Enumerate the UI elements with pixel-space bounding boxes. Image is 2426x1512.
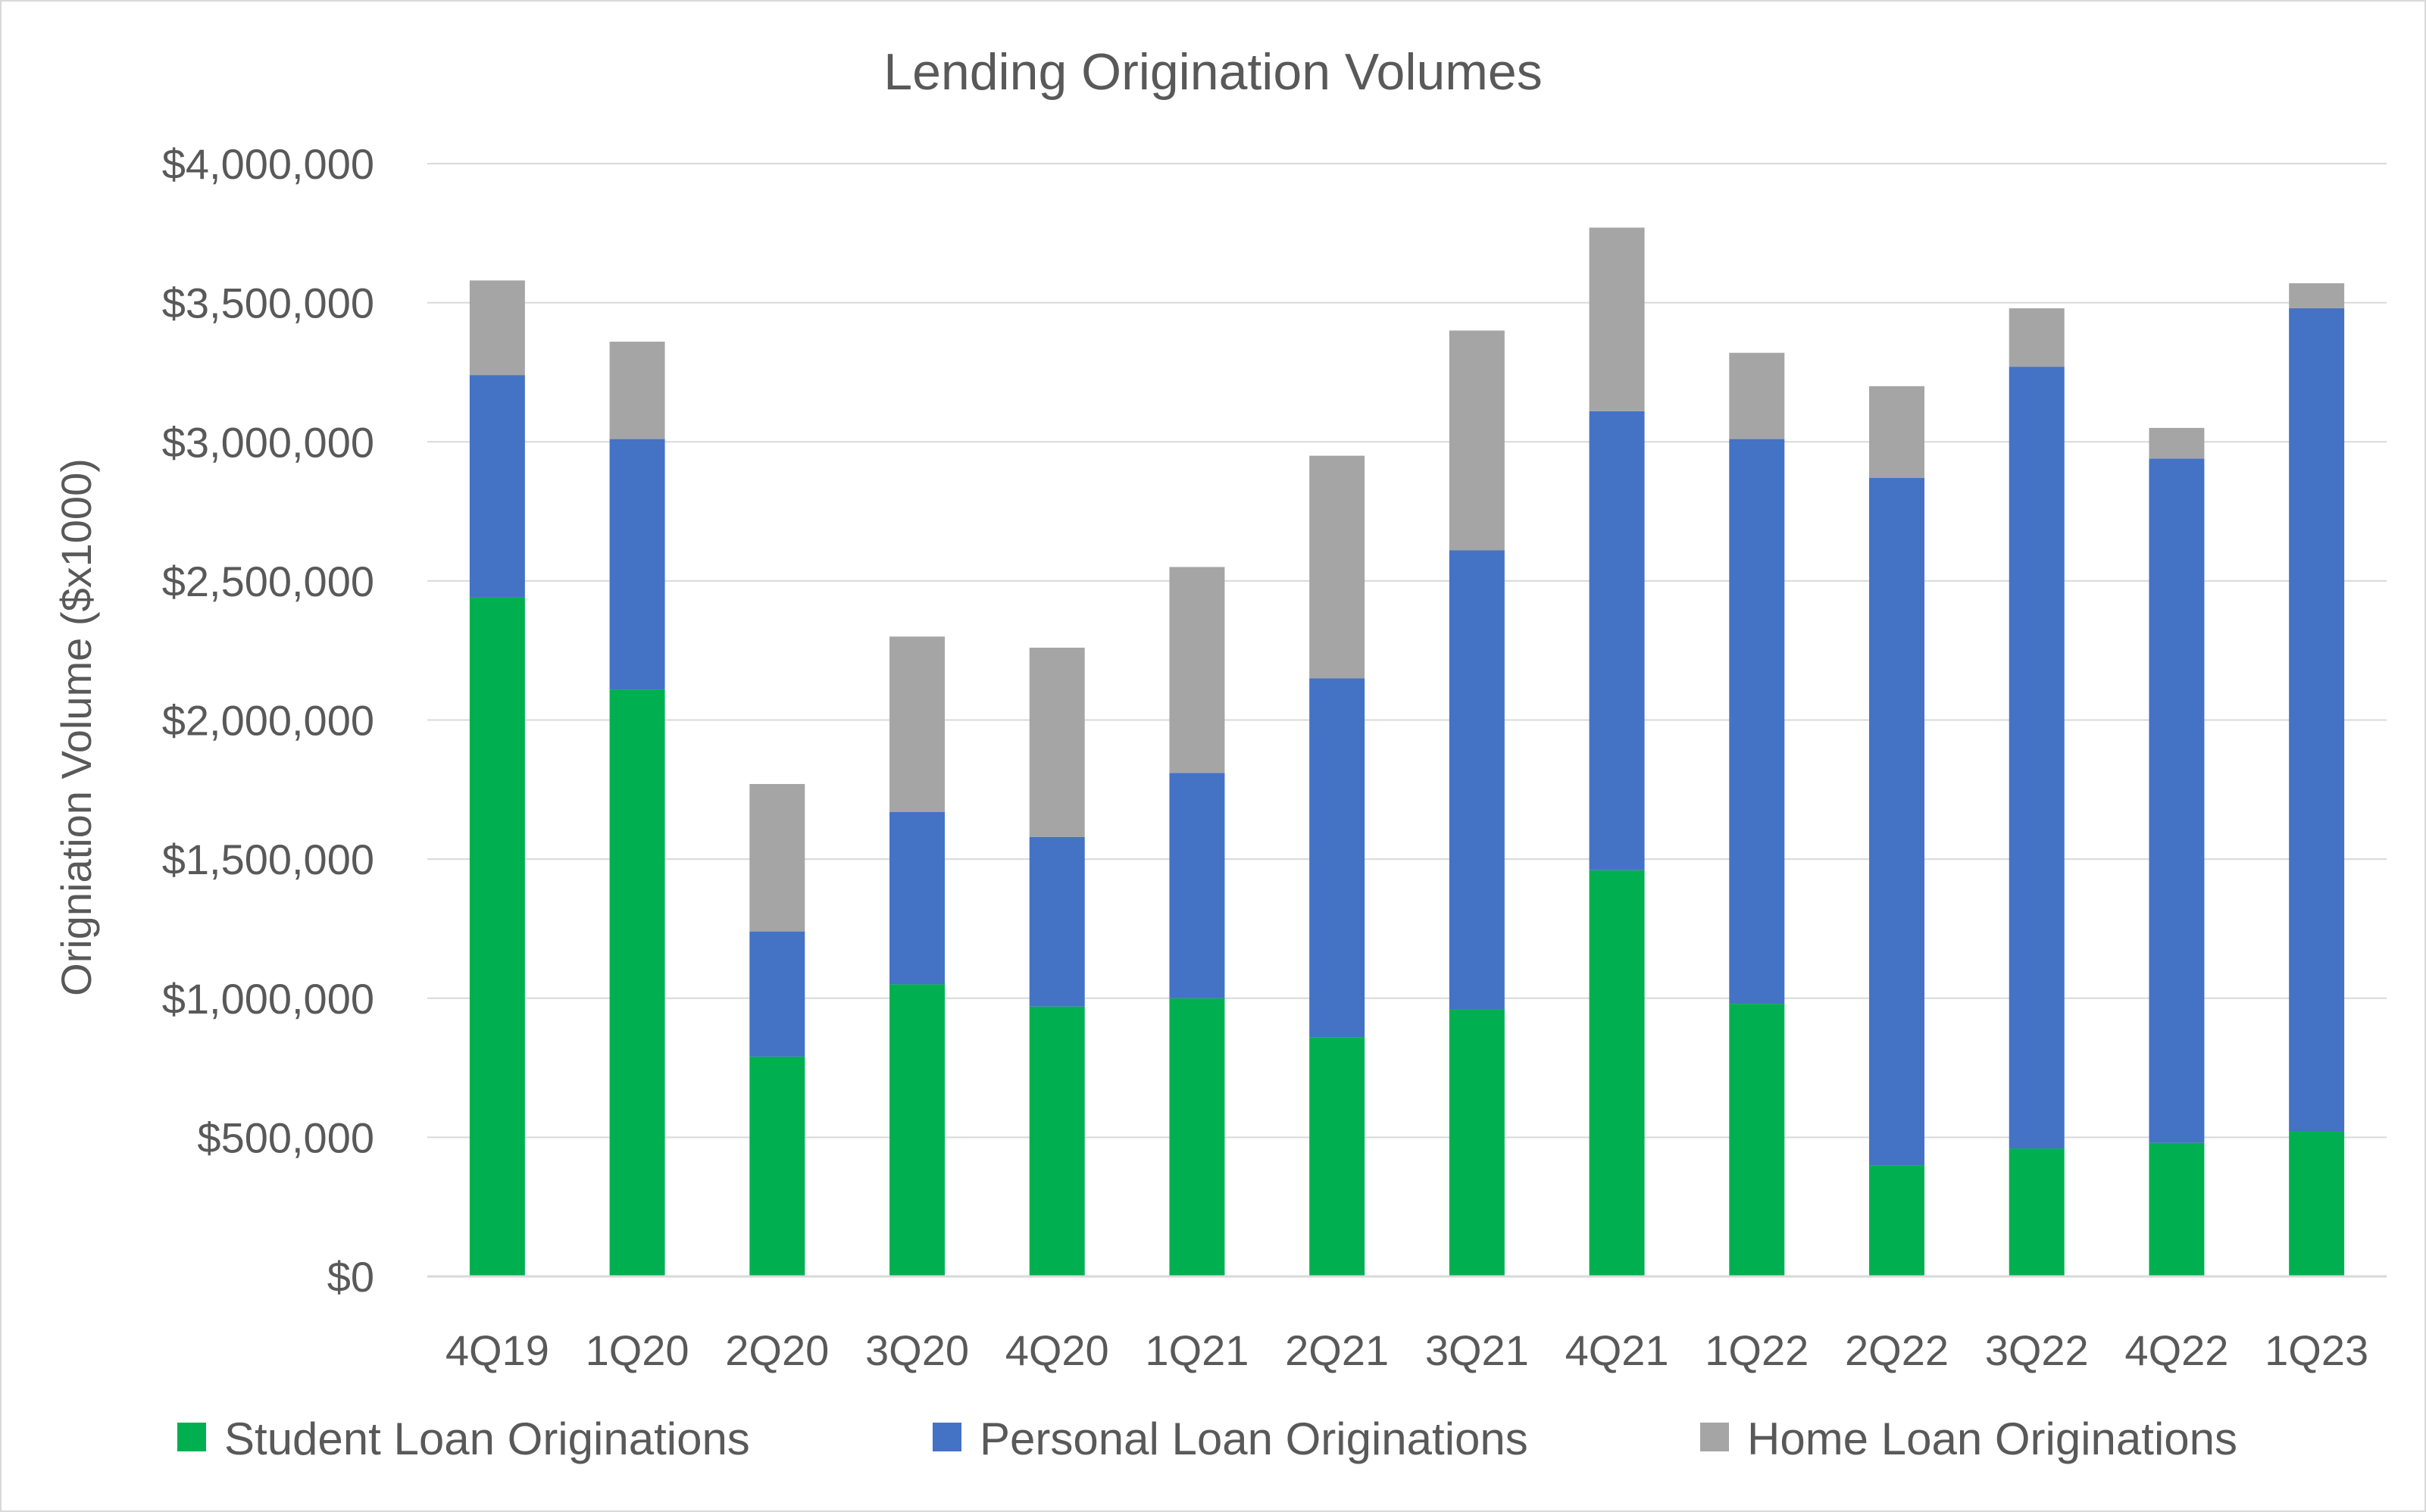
legend: Student Loan Originations Personal Loan O… bbox=[177, 1414, 2237, 1464]
y-axis-title: Origniation Volume ($x1000) bbox=[52, 458, 100, 996]
bar-segment bbox=[1309, 455, 1365, 679]
bar-segment bbox=[2149, 427, 2205, 459]
chart-title: Lending Origination Volumes bbox=[883, 43, 1542, 101]
bar-segment bbox=[1169, 998, 1225, 1276]
bar-segment bbox=[1309, 678, 1365, 1038]
bar-segment bbox=[2009, 1148, 2065, 1276]
bar-segment bbox=[1869, 1165, 1924, 1276]
bar-segment bbox=[2009, 367, 2065, 1149]
gridlines bbox=[427, 163, 2387, 1139]
bar-segment bbox=[609, 439, 665, 690]
bar-segment bbox=[1729, 1004, 1785, 1276]
x-tick-label: 2Q20 bbox=[725, 1326, 829, 1374]
bar-segment bbox=[609, 342, 665, 439]
bar-segment bbox=[1169, 567, 1225, 773]
y-tick-label: $1,500,000 bbox=[162, 836, 374, 883]
bar-segment bbox=[1449, 330, 1505, 551]
bar-segment bbox=[2289, 1132, 2345, 1276]
bar-segment bbox=[469, 597, 525, 1276]
y-tick-label: $0 bbox=[327, 1253, 374, 1301]
bar-segment bbox=[609, 689, 665, 1276]
bar-segment bbox=[1169, 773, 1225, 998]
bar-segment bbox=[749, 1056, 805, 1276]
legend-label: Student Loan Originations bbox=[224, 1414, 750, 1464]
bar-segment bbox=[749, 783, 805, 932]
legend-label: Home Loan Originations bbox=[1747, 1414, 2237, 1464]
x-tick-label: 1Q23 bbox=[2265, 1326, 2368, 1374]
bar-segment bbox=[889, 811, 945, 985]
y-tick-label: $2,500,000 bbox=[162, 558, 374, 605]
x-tick-label: 1Q20 bbox=[586, 1326, 689, 1374]
bar-segment bbox=[749, 931, 805, 1057]
legend-swatch bbox=[177, 1423, 206, 1451]
bar-segment bbox=[1729, 352, 1785, 439]
bar-segment bbox=[2149, 1142, 2205, 1276]
bar-segment bbox=[2149, 458, 2205, 1143]
bar-segment bbox=[1029, 648, 1085, 837]
y-tick-label: $3,500,000 bbox=[162, 280, 374, 327]
bar-segment bbox=[1729, 439, 1785, 1004]
x-tick-label: 2Q22 bbox=[1845, 1326, 1949, 1374]
y-tick-label: $4,000,000 bbox=[162, 140, 374, 188]
x-tick-label: 4Q20 bbox=[1005, 1326, 1109, 1374]
bar-segment bbox=[1869, 477, 1924, 1166]
bars bbox=[469, 227, 2345, 1276]
bar-segment bbox=[1449, 550, 1505, 1010]
x-tick-label: 4Q22 bbox=[2124, 1326, 2228, 1374]
x-tick-label: 1Q21 bbox=[1145, 1326, 1249, 1374]
bar-segment bbox=[1589, 870, 1645, 1276]
x-tick-label: 3Q20 bbox=[865, 1326, 969, 1374]
y-tick-label: $500,000 bbox=[197, 1114, 374, 1161]
bar-segment bbox=[469, 280, 525, 376]
bar-segment bbox=[469, 375, 525, 598]
axes: $0 $500,000 $1,000,000 $1,500,000 $2,000,000… bbox=[162, 140, 2387, 1374]
y-tick-label: $2,000,000 bbox=[162, 697, 374, 745]
x-tick-label: 2Q21 bbox=[1285, 1326, 1389, 1374]
bar-segment bbox=[1029, 836, 1085, 1007]
bar-segment bbox=[2289, 308, 2345, 1132]
bar-segment bbox=[889, 984, 945, 1276]
x-tick-label: 3Q22 bbox=[1985, 1326, 2089, 1374]
bar-segment bbox=[2009, 308, 2065, 367]
x-tick-label: 1Q22 bbox=[1705, 1326, 1809, 1374]
bar-segment bbox=[1589, 411, 1645, 870]
bar-segment bbox=[1449, 1009, 1505, 1276]
y-tick-label: $3,000,000 bbox=[162, 418, 374, 466]
x-tick-label: 4Q19 bbox=[445, 1326, 549, 1374]
bar-segment bbox=[1589, 227, 1645, 411]
bar-segment bbox=[2289, 283, 2345, 308]
bar-segment bbox=[889, 636, 945, 812]
bar-segment bbox=[1029, 1006, 1085, 1276]
legend-swatch bbox=[1700, 1423, 1729, 1451]
legend-swatch bbox=[933, 1423, 961, 1451]
bar-segment bbox=[1869, 386, 1924, 478]
y-tick-label: $1,000,000 bbox=[162, 975, 374, 1023]
legend-label: Personal Loan Originations bbox=[980, 1414, 1528, 1464]
x-tick-label: 4Q21 bbox=[1565, 1326, 1669, 1374]
x-tick-label: 3Q21 bbox=[1425, 1326, 1529, 1374]
bar-segment bbox=[1309, 1037, 1365, 1276]
